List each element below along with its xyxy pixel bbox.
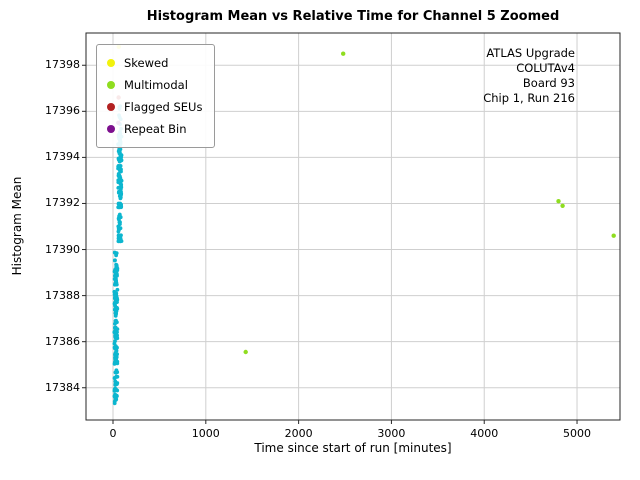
annotation-line-4: Chip 1, Run 216 bbox=[483, 91, 575, 105]
legend-marker-skewed-icon bbox=[107, 59, 115, 67]
legend: Skewed Multimodal Flagged SEUs Repeat Bi… bbox=[96, 44, 216, 148]
legend-row-skewed: Skewed bbox=[107, 52, 202, 74]
chart-title: Histogram Mean vs Relative Time for Chan… bbox=[146, 9, 560, 24]
x-tick-label: 5000 bbox=[563, 427, 592, 440]
x-axis-label: Time since start of run [minutes] bbox=[254, 441, 452, 455]
legend-label-repeat-bin: Repeat Bin bbox=[124, 122, 187, 136]
y-tick-label: 17386 bbox=[45, 334, 80, 348]
annotation-block: ATLAS Upgrade COLUTAv4 Board 93 Chip 1, … bbox=[483, 46, 575, 106]
legend-label-flagged-seus: Flagged SEUs bbox=[124, 100, 203, 114]
y-tick-label: 17388 bbox=[45, 288, 80, 302]
x-tick-label: 2000 bbox=[284, 427, 313, 440]
legend-label-skewed: Skewed bbox=[124, 56, 169, 70]
y-axis-label: Histogram Mean bbox=[10, 176, 24, 276]
annotation-line-2: COLUTAv4 bbox=[516, 61, 575, 75]
legend-marker-flagged-seus-icon bbox=[107, 103, 115, 111]
annotation-line-1: ATLAS Upgrade bbox=[486, 46, 575, 60]
x-tick-label: 1000 bbox=[191, 427, 220, 440]
legend-marker-multimodal-icon bbox=[107, 81, 115, 89]
x-tick-label: 4000 bbox=[470, 427, 499, 440]
legend-row-repeat-bin: Repeat Bin bbox=[107, 118, 202, 140]
annotation-line-3: Board 93 bbox=[522, 76, 575, 90]
legend-label-multimodal: Multimodal bbox=[124, 78, 188, 92]
y-tick-label: 17396 bbox=[45, 104, 80, 118]
y-tick-label: 17394 bbox=[45, 150, 80, 164]
y-tick-label: 17392 bbox=[45, 196, 80, 210]
y-tick-label: 17398 bbox=[45, 58, 80, 72]
legend-row-multimodal: Multimodal bbox=[107, 74, 202, 96]
y-tick-label: 17384 bbox=[45, 380, 80, 394]
x-tick-label: 0 bbox=[109, 427, 117, 440]
legend-marker-repeat-bin-icon bbox=[107, 125, 115, 133]
legend-row-flagged-seus: Flagged SEUs bbox=[107, 96, 202, 118]
y-tick-label: 17390 bbox=[45, 242, 80, 256]
x-tick-label: 3000 bbox=[377, 427, 406, 440]
